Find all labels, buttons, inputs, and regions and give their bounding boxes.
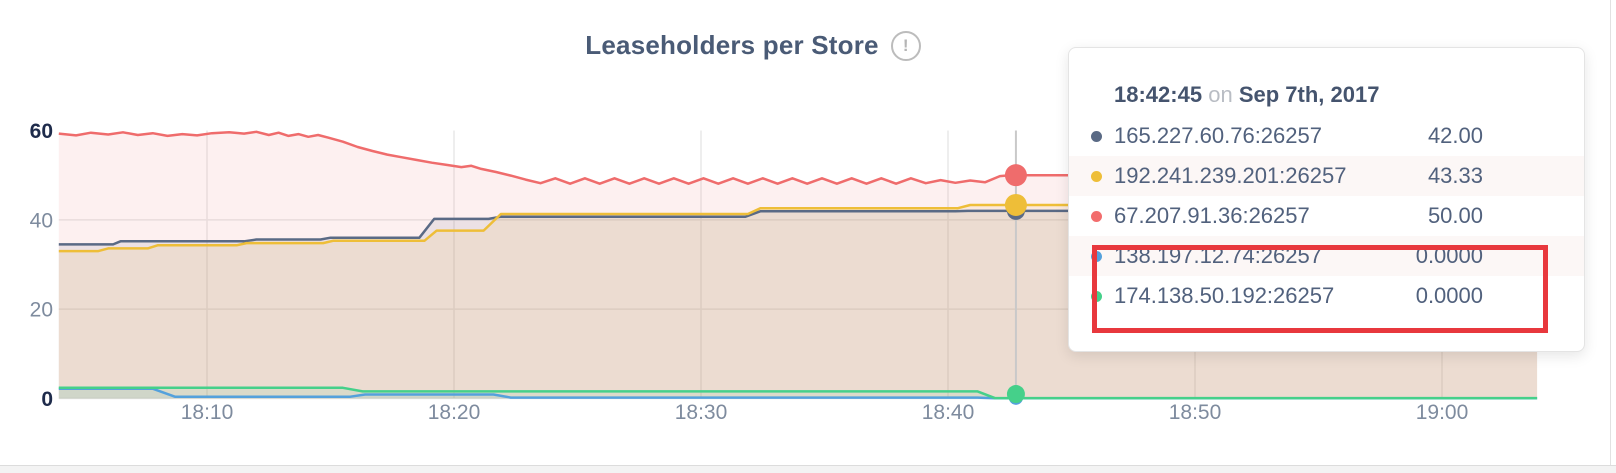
series-line (58, 203, 1538, 253)
tooltip-row: 165.227.60.76:26257 42.00 (1069, 116, 1584, 156)
y-axis-tick-label: 0 (41, 388, 53, 411)
chart-header: Leaseholders per Store ! (0, 30, 1506, 61)
series-color-dot (1091, 210, 1102, 222)
x-axis-tick-label: 18:20 (428, 401, 481, 424)
tooltip-timestamp: 18:42:45 on Sep 7th, 2017 (1114, 82, 1564, 108)
series-name: 174.138.50.192:26257 (1114, 283, 1335, 308)
y-axis-tick-label: 60 (30, 120, 53, 143)
hover-dot (1004, 164, 1027, 187)
series-name: 165.227.60.76:26257 (1114, 123, 1322, 148)
hover-tooltip: 18:42:45 on Sep 7th, 2017 165.227.60.76:… (1068, 47, 1585, 352)
tooltip-date: Sep 7th, 2017 (1238, 82, 1380, 107)
series-name: 192.241.239.201:26257 (1114, 163, 1347, 188)
series-value: 0.0000 (1415, 283, 1483, 308)
series-line (58, 209, 1538, 246)
tooltip-row: 192.241.239.201:26257 43.33 (1069, 156, 1584, 196)
tooltip-time: 18:42:45 (1114, 82, 1203, 107)
tooltip-row: 174.138.50.192:26257 0.0000 (1069, 276, 1584, 316)
tooltip-conjunction: on (1208, 82, 1233, 107)
tooltip-row: 67.207.91.36:26257 50.00 (1069, 196, 1584, 236)
series-color-dot (1091, 250, 1102, 262)
page-bottom-divider (0, 465, 1616, 473)
chart-title: Leaseholders per Store (585, 30, 879, 60)
x-axis-tick-label: 18:10 (181, 401, 234, 424)
series-value: 50.00 (1427, 203, 1483, 228)
series-area (58, 388, 1538, 399)
hover-dot (1004, 193, 1027, 216)
x-axis-tick-label: 18:50 (1169, 401, 1222, 424)
y-axis-tick-label: 20 (30, 299, 53, 322)
series-color-dot (1091, 290, 1102, 302)
info-icon[interactable]: ! (890, 30, 921, 61)
series-color-dot (1091, 170, 1102, 182)
series-line (58, 387, 1538, 400)
series-line (58, 130, 1538, 185)
series-value: 43.33 (1427, 163, 1483, 188)
x-axis-tick-label: 18:30 (675, 401, 728, 424)
series-line (58, 386, 1538, 400)
y-axis-tick-label: 40 (30, 209, 53, 232)
series-color-dot (1091, 130, 1102, 142)
series-name: 138.197.12.74:26257 (1114, 243, 1322, 268)
x-axis-tick-label: 19:00 (1416, 401, 1469, 424)
card-right-border (1610, 0, 1611, 466)
series-area (58, 387, 1538, 399)
x-axis-tick-label: 18:40 (922, 401, 975, 424)
series-value: 42.00 (1427, 123, 1483, 148)
tooltip-row: 138.197.12.74:26257 0.0000 (1069, 236, 1584, 276)
tooltip-rows: 165.227.60.76:26257 42.00 192.241.239.201:… (1069, 116, 1584, 316)
series-name: 67.207.91.36:26257 (1114, 203, 1310, 228)
series-value: 0.0000 (1415, 243, 1483, 268)
hover-dot (1006, 385, 1025, 404)
